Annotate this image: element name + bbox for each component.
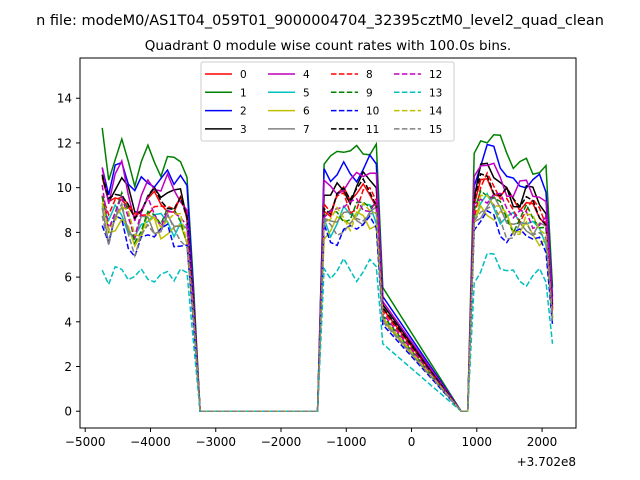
series-line-15 — [101, 201, 554, 412]
y-tick-label: 4 — [64, 315, 72, 329]
chart-title: Quadrant 0 module wise count rates with … — [145, 38, 511, 54]
y-tick-label: 2 — [64, 360, 72, 374]
legend-label-15: 15 — [429, 124, 442, 136]
x-tick-label: 2000 — [527, 435, 558, 449]
legend-label-13: 13 — [429, 87, 442, 99]
legend-label-9: 9 — [366, 87, 373, 99]
series-line-4 — [101, 158, 554, 412]
series-layer — [101, 127, 554, 412]
x-tick-label: −1000 — [326, 435, 367, 449]
figure-suptitle: n file: modeM0/AS1T04_059T01_9000004704_… — [36, 13, 604, 29]
y-tick-label: 12 — [57, 136, 72, 150]
axis-ticks: −5000 −4000 −3000 −2000 −1000 0 1000 2000 0 2 4 6 8 1… — [57, 92, 558, 449]
legend-label-11: 11 — [366, 124, 379, 136]
x-tick-label: 1000 — [462, 435, 493, 449]
legend-label-5: 5 — [303, 87, 310, 99]
y-tick-label: 14 — [57, 92, 72, 106]
series-line-8 — [101, 171, 554, 412]
legend-label-10: 10 — [366, 106, 379, 118]
y-tick-label: 6 — [64, 271, 72, 285]
legend-label-12: 12 — [429, 69, 442, 81]
series-line-12 — [101, 184, 554, 412]
series-line-14 — [101, 194, 554, 412]
legend-label-1: 1 — [240, 87, 247, 99]
y-tick-label: 8 — [64, 226, 72, 240]
series-line-1 — [101, 127, 554, 412]
series-line-10 — [101, 209, 554, 412]
x-tick-label: −5000 — [65, 435, 106, 449]
legend-label-8: 8 — [366, 69, 373, 81]
x-tick-label: −4000 — [130, 435, 171, 449]
legend-label-14: 14 — [429, 106, 443, 118]
legend-label-4: 4 — [303, 69, 310, 81]
x-axis-offset-label: +3.702e8 — [517, 455, 576, 469]
axes-border — [79, 57, 577, 429]
x-tick-label: −3000 — [195, 435, 236, 449]
legend-label-2: 2 — [240, 106, 247, 118]
legend-label-3: 3 — [240, 124, 247, 136]
x-tick-label: −2000 — [261, 435, 302, 449]
x-tick-label: 0 — [408, 435, 416, 449]
y-tick-label: 10 — [57, 181, 72, 195]
series-line-9 — [101, 189, 554, 412]
legend-label-7: 7 — [303, 124, 310, 136]
legend-box — [200, 61, 455, 142]
legend-label-6: 6 — [303, 106, 310, 118]
series-line-13 — [101, 252, 554, 412]
y-tick-label: 0 — [64, 405, 72, 419]
legend-label-0: 0 — [240, 69, 247, 81]
